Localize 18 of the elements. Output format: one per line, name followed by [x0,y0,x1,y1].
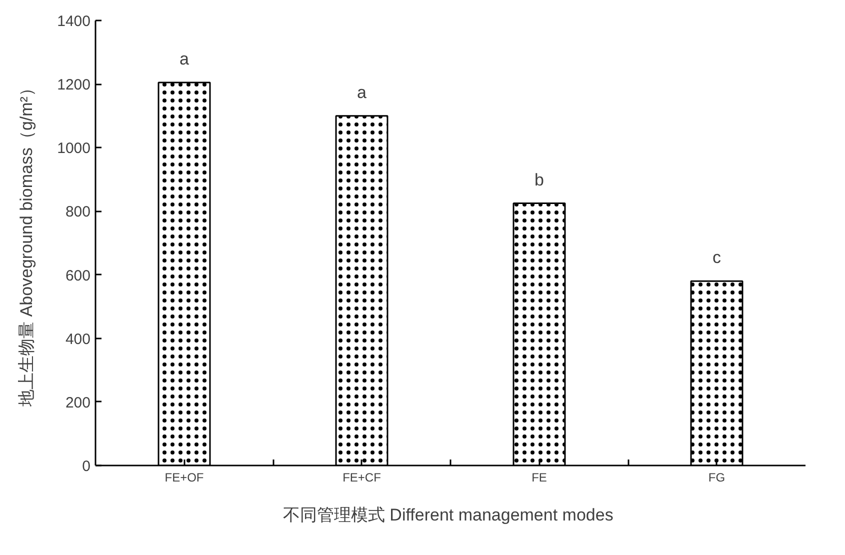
y-tick-label: 1400 [57,13,91,30]
x-tick-label: FE+CF [342,470,381,484]
y-tick-label: 0 [82,458,90,475]
y-tick-label: 200 [65,394,91,412]
x-axis-title: 不同管理模式 Different management modes [282,506,614,524]
x-tick-label: FE [532,470,547,484]
y-tick-label: 800 [65,204,91,221]
annotation: c [712,248,722,268]
annotation: b [534,170,544,190]
y-tick-label: 400 [65,330,91,348]
y-tick-label: 1200 [57,76,91,94]
x-tick-label: FE+OF [164,470,204,484]
annotation: a [180,49,190,68]
y-axis-title: 地上生物量 Aboveground biomass（g/m²） [17,80,36,408]
y-tick-label: 600 [65,267,91,284]
annotation: a [357,82,368,102]
x-tick-label: FG [708,470,726,484]
y-tick-label: 1000 [57,140,91,158]
